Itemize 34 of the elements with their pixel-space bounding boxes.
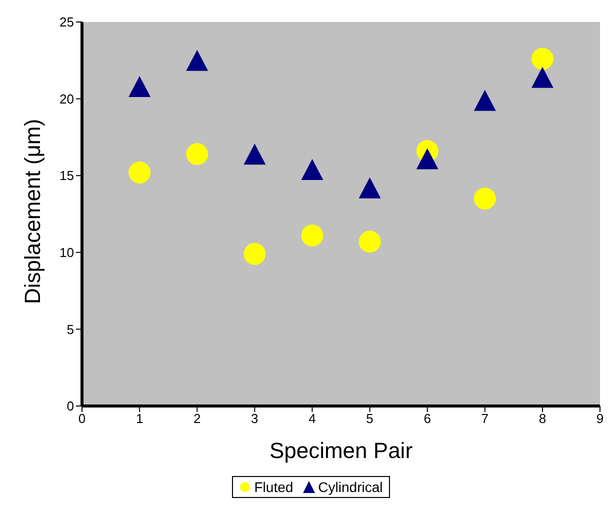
y-tick-label: 25 [60,14,74,30]
y-tick-label: 10 [60,245,74,260]
x-tick-label: 2 [193,411,201,426]
x-tick-label: 1 [136,411,144,426]
x-tick-label: 0 [78,411,86,426]
y-tick-label: 15 [60,168,74,184]
point [186,50,208,71]
x-tick-label: 6 [424,411,431,426]
x-tick-label: 4 [308,411,316,426]
point [416,148,438,170]
legend-label: Cylindrical [317,479,383,495]
point [128,162,151,184]
x-axis-title: Specimen Pair [269,438,413,463]
legend-label: Fluted [253,479,294,495]
x-tick-label: 5 [366,411,374,426]
point [531,66,554,88]
point [128,76,151,98]
point [301,224,324,247]
point [301,158,324,180]
y-tick-label: 20 [60,91,74,106]
point [358,177,381,198]
y-axis-title: Displacement (μm) [20,118,45,304]
point [474,188,496,210]
x-tick-label: 8 [538,411,546,426]
point [244,144,266,165]
point [358,230,381,253]
point [474,90,496,111]
x-tick-label: 7 [481,411,489,426]
y-tick-label: 5 [66,322,74,337]
x-tick-label: 9 [596,411,604,426]
x-tick-label: 3 [251,411,258,426]
y-tick-label: 0 [66,398,74,414]
point [186,143,208,166]
point [244,242,266,265]
